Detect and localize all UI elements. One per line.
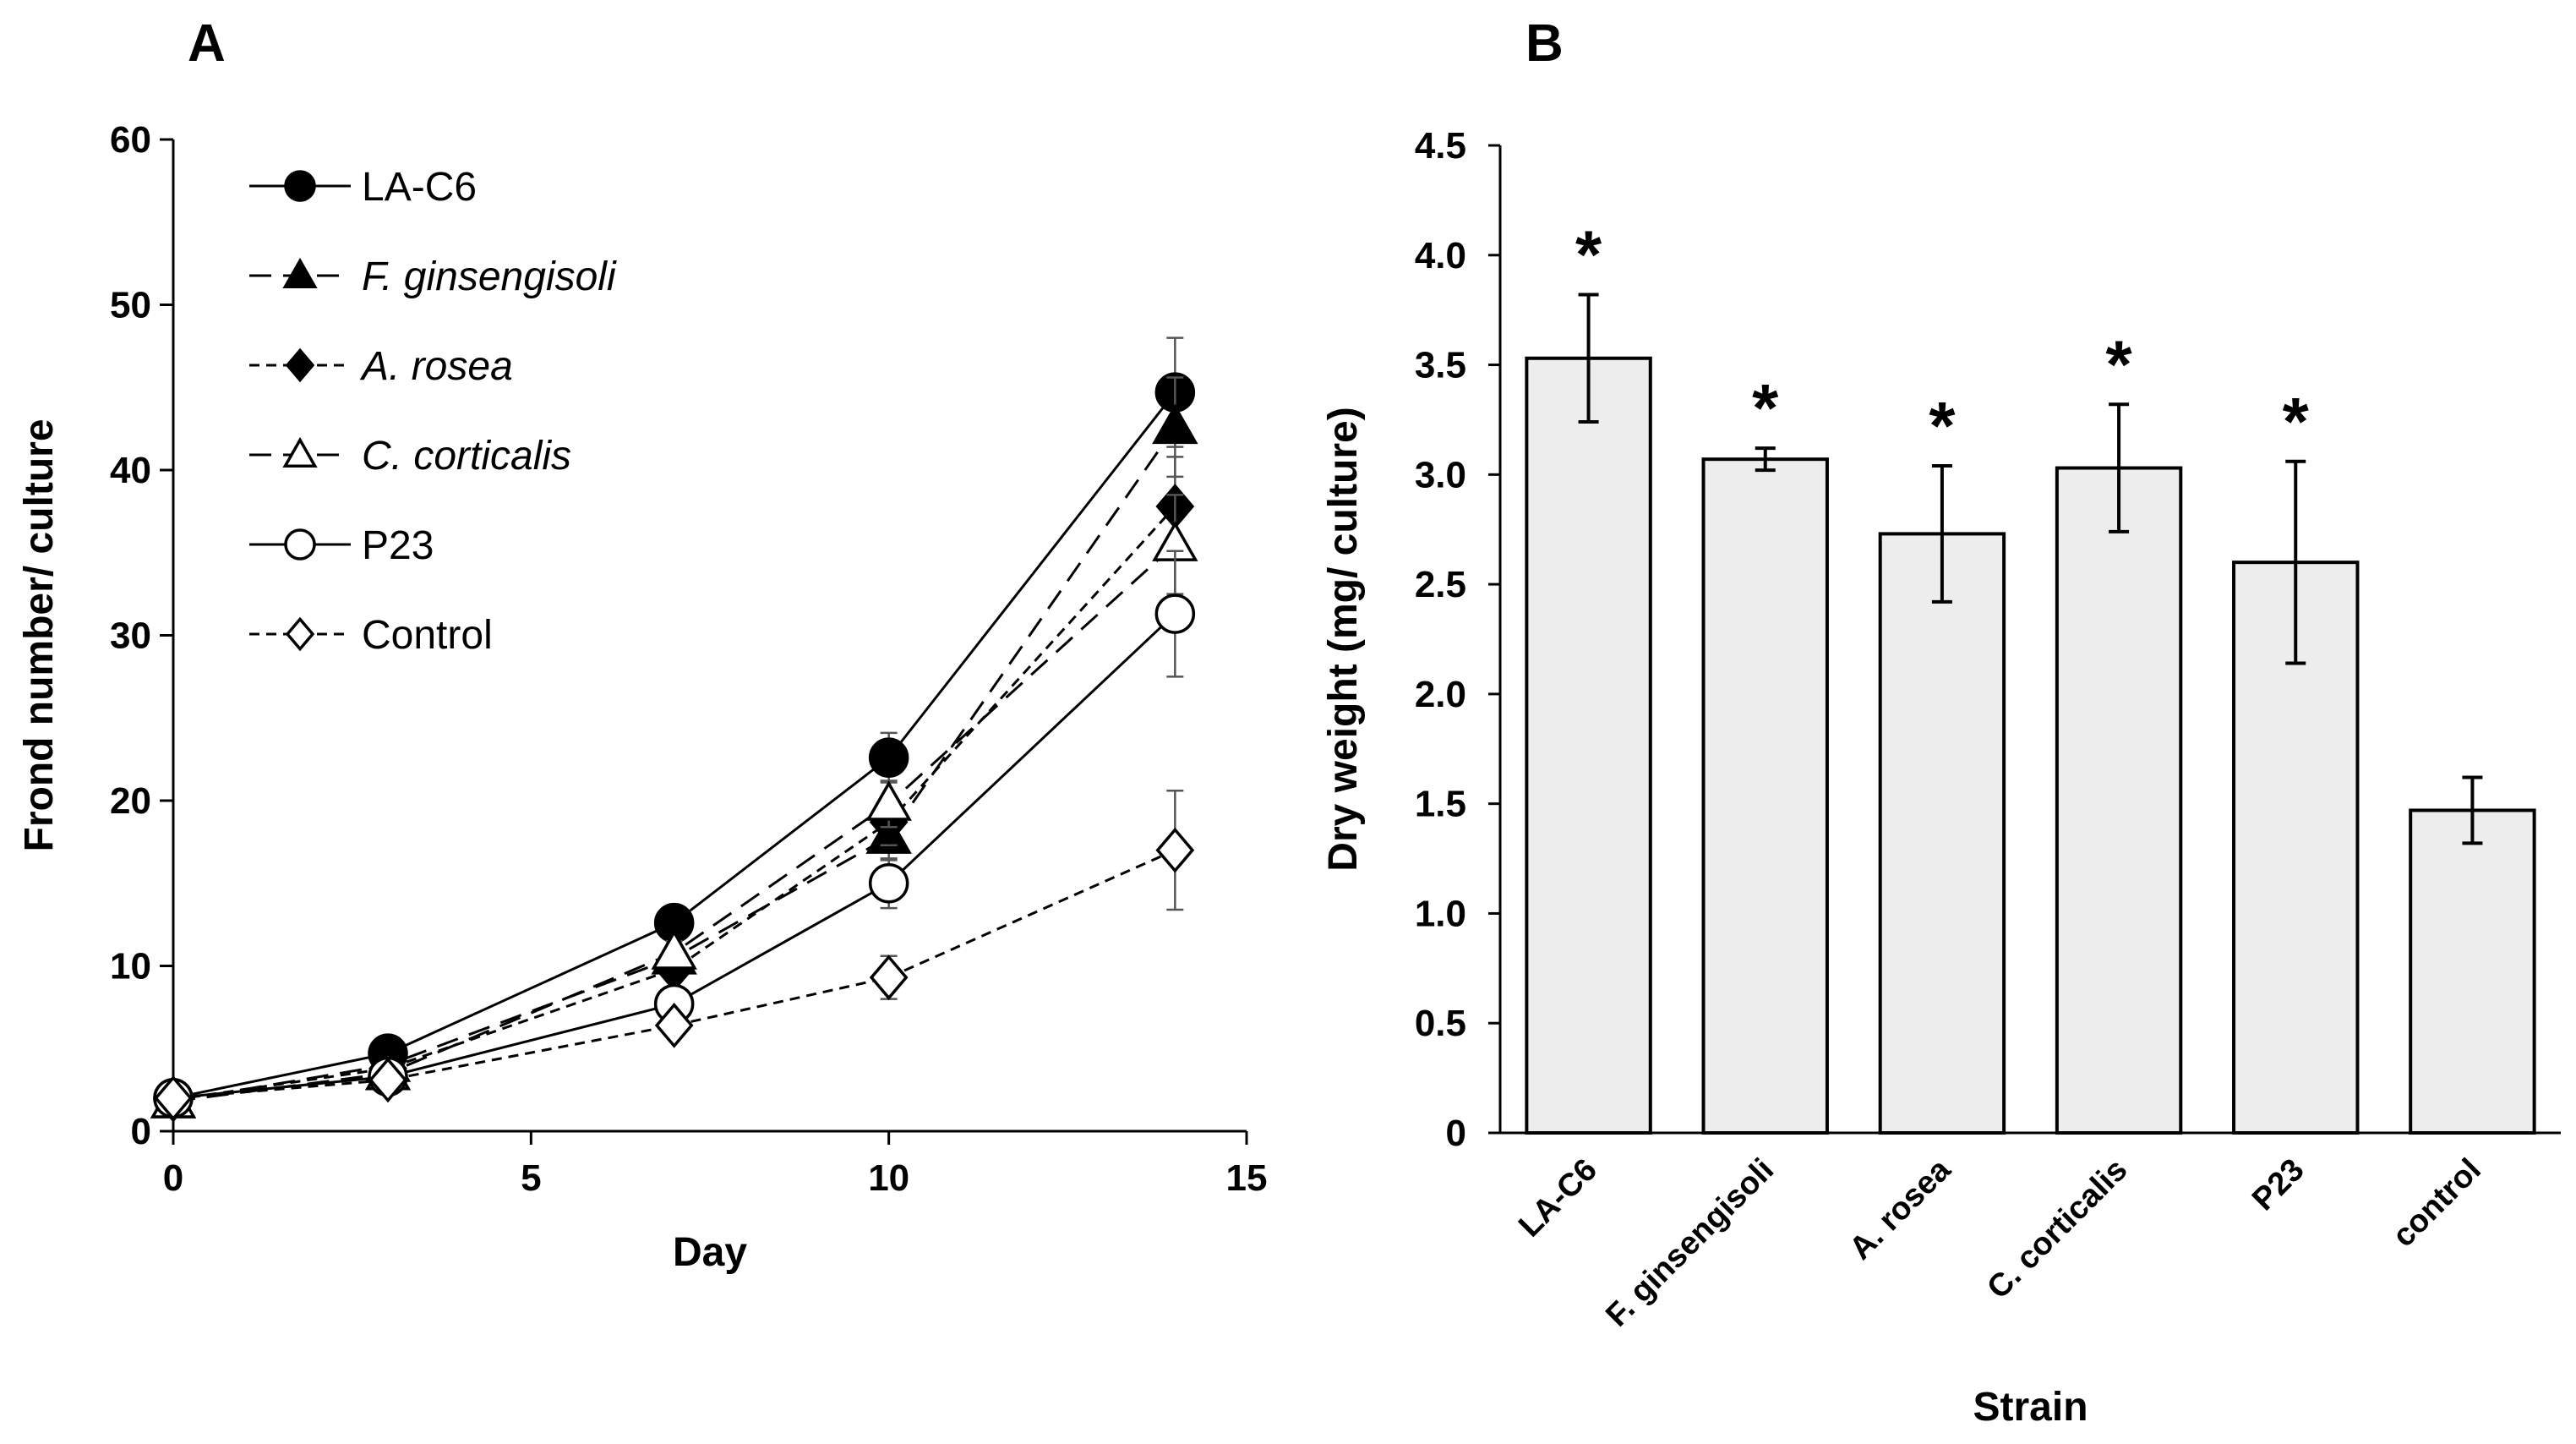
legend-marker: [285, 616, 315, 652]
legend-label: A. rosea: [359, 344, 513, 389]
legend-label: C. corticalis: [362, 434, 571, 479]
bar: [1878, 532, 2006, 1135]
legend-a: LA-C6 F. ginsengisoli A. rosea C. corticali…: [249, 165, 617, 658]
legend-label: Control: [362, 613, 493, 658]
x-axis-title-b: Strain: [1973, 1385, 2088, 1430]
data-point: [868, 737, 909, 778]
legend-marker: [284, 528, 316, 561]
x-tick-label-a: 10: [868, 1157, 909, 1199]
category-label: control: [2386, 1152, 2488, 1255]
y-tick-label-a: 30: [110, 615, 151, 657]
legend-item: Control: [249, 613, 493, 658]
line-chart-frond-number: Frond number/ culture Day 0 10 20 30 40 50 60 0…: [17, 119, 1267, 1275]
legend-item: P23: [249, 523, 434, 568]
y-tick-label-b: 1.5: [1415, 784, 1466, 825]
y-tick-label-b: 4.0: [1415, 235, 1466, 276]
bar: [2409, 808, 2536, 1135]
category-label: P23: [2246, 1152, 2311, 1218]
legend-item: LA-C6: [249, 165, 477, 210]
x-axis-title-a: Day: [673, 1230, 747, 1275]
legend-marker: [282, 436, 318, 468]
legend-marker: [285, 347, 315, 383]
data-point: [368, 1057, 407, 1103]
bar-chart-dry-weight: Dry weight (mg/ culture) Strain 0 0.5 1.0 1…: [1321, 125, 2561, 1430]
bar: [2055, 466, 2183, 1135]
series-line: [172, 849, 1176, 1100]
category-label: A. rosea: [1843, 1151, 1958, 1266]
y-tick-label-b: 3.0: [1415, 454, 1466, 495]
category-label: C. corticalis: [1980, 1152, 2134, 1306]
significance-star: *: [2106, 326, 2133, 402]
significance-star: *: [1575, 216, 1602, 292]
y-tick-label-b: 0: [1446, 1113, 1466, 1154]
y-tick-label-b: 3.5: [1415, 345, 1466, 386]
panel-label-b: B: [1525, 14, 1564, 73]
y-tick-label-a: 50: [110, 285, 151, 326]
legend-label: F. ginsengisoli: [362, 254, 617, 299]
bar-group-a-rosea: * A. rosea: [1843, 388, 2006, 1266]
significance-star: *: [1752, 370, 1779, 446]
data-point: [651, 929, 697, 970]
category-label: F. ginsengisoli: [1599, 1152, 1781, 1334]
y-tick-label-a: 0: [131, 1111, 151, 1152]
data-point: [654, 1002, 694, 1048]
legend-label: LA-C6: [362, 165, 477, 210]
legend-marker: [282, 257, 318, 288]
legend-marker: [284, 170, 316, 202]
data-point: [868, 863, 909, 904]
series-control: [154, 790, 1195, 1121]
y-tick-label-a: 40: [110, 450, 151, 491]
legend-item: F. ginsengisoli: [249, 254, 617, 299]
legend-item: A. rosea: [249, 344, 513, 389]
data-point: [1152, 403, 1198, 445]
x-tick-label-a: 15: [1226, 1157, 1268, 1199]
x-tick-label-a: 5: [521, 1157, 541, 1199]
data-point: [1155, 827, 1195, 873]
significance-star: *: [1929, 388, 1956, 463]
y-axis-title-a: Frond number/ culture: [17, 418, 62, 851]
data-point: [865, 780, 912, 821]
data-point: [869, 954, 909, 1001]
category-label: LA-C6: [1512, 1152, 1604, 1244]
bar: [1701, 457, 1829, 1135]
y-tick-label-b: 4.5: [1415, 125, 1466, 167]
y-tick-label-a: 10: [110, 946, 151, 987]
bar: [1525, 356, 1652, 1135]
y-tick-label-b: 2.5: [1415, 564, 1466, 605]
bar-group-control: control: [2386, 775, 2536, 1255]
legend-label: P23: [362, 523, 434, 568]
legend-item: C. corticalis: [249, 434, 571, 479]
y-tick-label-a: 20: [110, 780, 151, 822]
bar-group-c-corticalis: * C. corticalis: [1980, 326, 2183, 1306]
x-tick-label-a: 0: [163, 1157, 183, 1199]
bar-group-la-c6: * LA-C6: [1512, 216, 1652, 1244]
y-tick-label-b: 0.5: [1415, 1003, 1466, 1044]
y-axis-title-b: Dry weight (mg/ culture): [1321, 407, 1366, 871]
y-tick-label-b: 1.0: [1415, 893, 1466, 934]
significance-star: *: [2283, 384, 2310, 459]
y-tick-label-b: 2.0: [1415, 674, 1466, 715]
data-point: [1154, 593, 1196, 634]
bar-group-p23: * P23: [2232, 384, 2360, 1218]
data-point: [154, 1075, 193, 1121]
y-tick-label-a: 60: [110, 119, 151, 161]
panel-label-a: A: [188, 14, 226, 73]
